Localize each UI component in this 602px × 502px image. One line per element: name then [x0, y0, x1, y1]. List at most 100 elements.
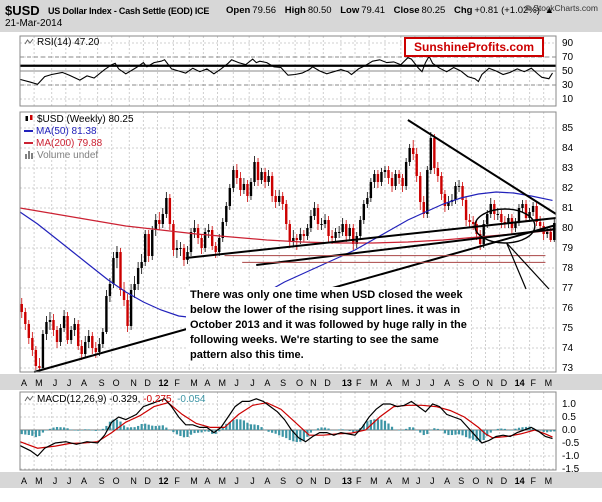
- note-line-5: pattern also this time.: [190, 349, 304, 361]
- copyright-text: © StockCharts.com: [524, 3, 598, 13]
- svg-text:N: N: [486, 476, 493, 486]
- svg-text:10: 10: [562, 94, 574, 105]
- svg-text:14: 14: [515, 476, 525, 486]
- chart-date: 21-Mar-2014: [5, 18, 63, 29]
- svg-text:14: 14: [515, 378, 525, 388]
- rising-support-lower: [256, 228, 557, 266]
- price-legend: $USD (Weekly) 80.25 MA(50) 81.38 MA(200)…: [24, 114, 134, 162]
- svg-text:S: S: [280, 378, 286, 388]
- svg-text:A: A: [81, 378, 87, 388]
- svg-text:A: A: [264, 378, 270, 388]
- macd-legend-name: MACD(12,26,9): [37, 394, 107, 405]
- svg-text:J: J: [53, 476, 58, 486]
- rising-support-upper: [185, 217, 557, 259]
- svg-text:M: M: [35, 378, 43, 388]
- ma50-legend-text: MA(50) 81.38: [36, 126, 97, 137]
- ticker-symbol: $USD: [5, 3, 40, 18]
- svg-text:A: A: [81, 476, 87, 486]
- close-label: Close: [393, 5, 420, 16]
- svg-text:M: M: [218, 378, 226, 388]
- annotation-note: There was only one time when USD closed …: [186, 287, 471, 364]
- svg-text:F: F: [356, 476, 362, 486]
- declining-resistance: [407, 119, 557, 215]
- svg-text:A: A: [21, 378, 27, 388]
- up-arrow-icon: ▲: [544, 5, 554, 16]
- ma200-legend-text: MA(200) 79.88: [36, 138, 103, 149]
- svg-text:M: M: [402, 476, 410, 486]
- svg-text:A: A: [204, 378, 210, 388]
- svg-text:D: D: [144, 476, 151, 486]
- quote-line: Open 79.56 High 80.50 Low 79.41 Close 80.25 …: [226, 5, 554, 16]
- svg-text:O: O: [296, 476, 303, 486]
- svg-text:79: 79: [562, 243, 574, 254]
- close-value: 80.25: [421, 5, 446, 16]
- svg-text:12: 12: [159, 378, 169, 388]
- macd-panel: 1.0 0.5 0.0 -0.5 -1.0 -1.5: [19, 391, 580, 475]
- svg-text:80: 80: [562, 223, 574, 234]
- svg-text:50: 50: [562, 66, 574, 77]
- svg-text:O: O: [472, 378, 479, 388]
- svg-text:A: A: [386, 476, 392, 486]
- svg-text:J: J: [67, 476, 72, 486]
- svg-text:F: F: [174, 476, 180, 486]
- svg-text:F: F: [356, 378, 362, 388]
- svg-text:1.0: 1.0: [562, 399, 576, 410]
- svg-text:M: M: [545, 378, 553, 388]
- svg-text:D: D: [501, 378, 508, 388]
- ma200-legend: MA(200) 79.88: [24, 138, 134, 150]
- open-value: 79.56: [252, 5, 277, 16]
- svg-text:D: D: [144, 378, 151, 388]
- rsi-legend: RSI(14) 47.20: [24, 37, 99, 49]
- svg-text:12: 12: [159, 476, 169, 486]
- svg-text:0.0: 0.0: [562, 425, 576, 436]
- note-line-2: below the lower of the rising support li…: [190, 304, 461, 316]
- background-strips: [0, 0, 602, 488]
- svg-text:30: 30: [562, 80, 574, 91]
- macd-legend: MACD(12,26,9) -0.329, -0.275, -0.054: [24, 394, 205, 406]
- svg-text:0.5: 0.5: [562, 412, 576, 423]
- macd-value-signal: -0.275,: [143, 394, 175, 405]
- svg-text:M: M: [370, 476, 378, 486]
- svg-text:O: O: [296, 378, 303, 388]
- low-value: 79.41: [361, 5, 386, 16]
- svg-text:74: 74: [562, 343, 574, 354]
- price-legend-symbol-text: $USD (Weekly) 80.25: [37, 114, 134, 125]
- svg-text:D: D: [501, 476, 508, 486]
- svg-text:75: 75: [562, 323, 574, 334]
- svg-text:N: N: [310, 378, 317, 388]
- svg-text:A: A: [204, 476, 210, 486]
- svg-text:13: 13: [342, 476, 352, 486]
- ma50-legend: MA(50) 81.38: [24, 126, 134, 138]
- svg-text:J: J: [53, 378, 58, 388]
- price-legend-symbol: $USD (Weekly) 80.25: [24, 114, 134, 126]
- volume-legend-text: Volume undef: [37, 150, 99, 161]
- volume-legend: Volume undef: [24, 150, 134, 162]
- line-chart-icon: [24, 37, 34, 49]
- svg-text:J: J: [430, 476, 435, 486]
- svg-text:S: S: [280, 476, 286, 486]
- svg-text:F: F: [531, 378, 537, 388]
- svg-text:O: O: [113, 378, 120, 388]
- svg-text:S: S: [458, 476, 464, 486]
- svg-text:D: D: [324, 476, 331, 486]
- svg-text:77: 77: [562, 283, 574, 294]
- svg-text:13: 13: [342, 378, 352, 388]
- svg-text:A: A: [21, 476, 27, 486]
- svg-text:S: S: [99, 378, 105, 388]
- svg-text:N: N: [486, 378, 493, 388]
- svg-text:M: M: [35, 476, 43, 486]
- svg-text:J: J: [250, 476, 255, 486]
- chart-title: US Dollar Index - Cash Settle (EOD) ICE: [48, 6, 210, 16]
- svg-text:A: A: [264, 476, 270, 486]
- svg-text:J: J: [250, 378, 255, 388]
- svg-text:M: M: [370, 378, 378, 388]
- svg-text:-0.5: -0.5: [562, 438, 580, 449]
- svg-text:M: M: [218, 476, 226, 486]
- callout-line: [506, 242, 550, 290]
- svg-text:A: A: [444, 476, 450, 486]
- svg-text:F: F: [174, 378, 180, 388]
- callout-line: [506, 242, 527, 290]
- svg-text:M: M: [190, 476, 198, 486]
